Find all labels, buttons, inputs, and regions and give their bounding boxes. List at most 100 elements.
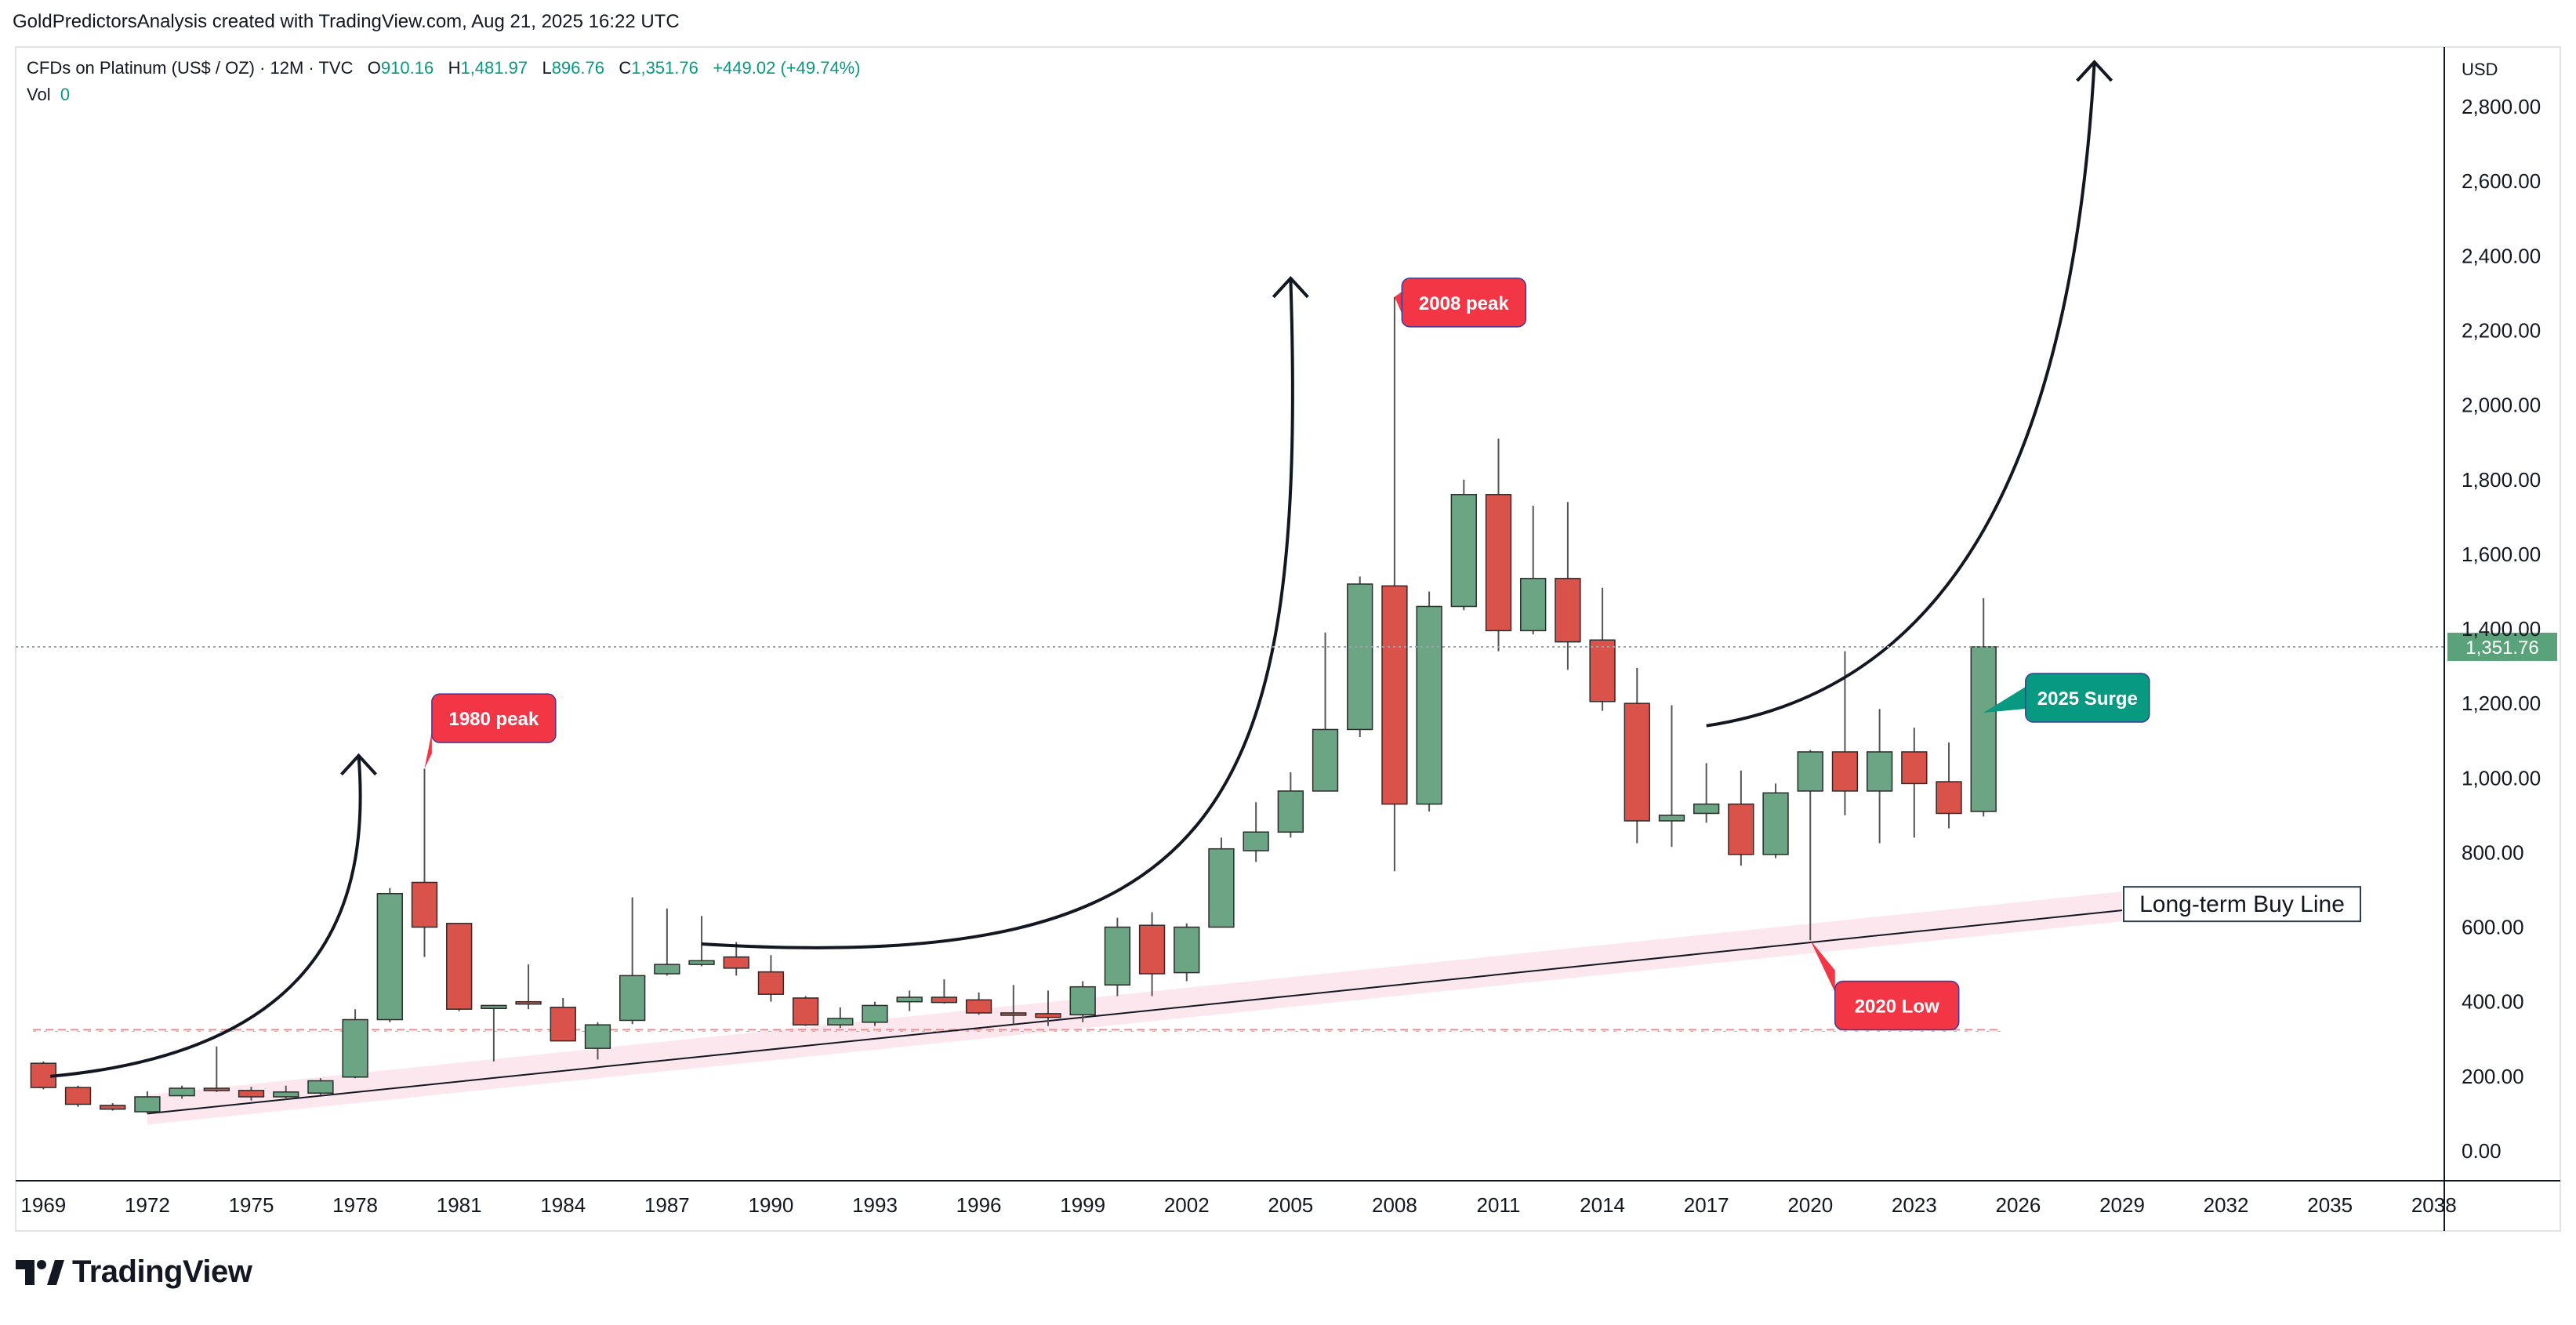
candle-body xyxy=(1624,702,1650,822)
projection-arrow xyxy=(701,278,1294,949)
candle xyxy=(100,1103,126,1111)
candle-body xyxy=(1416,605,1442,805)
time-tick-label: 1978 xyxy=(332,1193,378,1217)
candle-body xyxy=(827,1018,854,1026)
candle xyxy=(827,1007,854,1028)
tradingview-logo[interactable]: TradingView xyxy=(16,1254,252,1290)
candles xyxy=(30,296,1997,1114)
price-tick-label: 400.00 xyxy=(2462,990,2524,1014)
callout-label: 2008 peak xyxy=(1419,293,1509,314)
candle-body xyxy=(688,960,715,965)
candle xyxy=(411,768,438,957)
candle xyxy=(1658,705,1685,848)
candle-body xyxy=(931,996,958,1004)
candle-body xyxy=(654,964,680,975)
arrow-head xyxy=(340,753,377,776)
buy-line-label: Long-term Buy Line xyxy=(2139,891,2345,917)
time-tick-label: 2014 xyxy=(1580,1193,1625,1217)
candle-body xyxy=(965,999,992,1014)
candle-body xyxy=(1693,803,1720,815)
price-tick-label: 0.00 xyxy=(2462,1139,2502,1163)
candle-body xyxy=(203,1087,230,1091)
callout-label: 1980 peak xyxy=(448,709,539,730)
candle-body xyxy=(1312,728,1339,792)
time-tick-label: 2011 xyxy=(1477,1193,1521,1217)
time-tick-label: 1993 xyxy=(852,1193,898,1217)
time-tick-label: 2029 xyxy=(2099,1193,2145,1217)
candle xyxy=(64,1085,92,1107)
candle-body xyxy=(1000,1012,1027,1016)
trend-band xyxy=(147,891,2122,1125)
time-tick-label: 2017 xyxy=(1684,1193,1729,1217)
candle-body xyxy=(1866,751,1893,792)
candle-body xyxy=(134,1096,161,1113)
price-tick-label: 2,400.00 xyxy=(2462,244,2541,267)
candle xyxy=(1936,742,1962,829)
time-tick-label: 2023 xyxy=(1892,1193,1937,1217)
candle xyxy=(134,1091,161,1114)
candle-body xyxy=(1762,792,1789,855)
price-tick-label: 1,800.00 xyxy=(2462,468,2541,492)
candle xyxy=(1485,438,1512,652)
time-tick-label: 2035 xyxy=(2307,1193,2353,1217)
open-label: O xyxy=(367,58,381,78)
candle-body xyxy=(1138,924,1166,975)
candle xyxy=(1277,772,1304,838)
candle-body xyxy=(1485,494,1512,632)
callout-pointer xyxy=(1810,940,1835,993)
candle-body xyxy=(1797,751,1823,792)
callout: 1980 peak xyxy=(424,693,557,769)
candle xyxy=(342,1009,368,1079)
candle xyxy=(1069,981,1096,1022)
high-value: 1,481.97 xyxy=(460,58,528,78)
currency-label: USD xyxy=(2462,60,2498,79)
buy-line xyxy=(147,909,2123,1115)
candle-body xyxy=(1450,494,1477,608)
candle xyxy=(238,1087,265,1101)
candle xyxy=(1000,985,1027,1025)
candle-body xyxy=(723,956,749,969)
candle xyxy=(446,923,473,1011)
buy-line-label-box xyxy=(2122,886,2361,923)
candle-body xyxy=(1936,781,1962,815)
candle xyxy=(1035,990,1061,1026)
candle-body xyxy=(1728,803,1754,855)
time-tick-label: 2008 xyxy=(1372,1193,1417,1217)
callout-box xyxy=(1834,980,1960,1031)
candle xyxy=(723,942,749,976)
symbol-legend: CFDs on Platinum (US$ / OZ) · 12M · TVC … xyxy=(27,55,861,108)
time-axis[interactable]: 1969 1972 1975 1978 1981 1984 1987 1990 1993 1996… xyxy=(20,1193,2456,1217)
price-tick-label: 800.00 xyxy=(2462,840,2524,864)
candle-body xyxy=(1347,583,1373,731)
candle xyxy=(965,992,992,1015)
current-price-line: 1,351.76 xyxy=(16,632,2557,661)
candle xyxy=(203,1046,230,1092)
candle-body xyxy=(1555,578,1581,643)
candle xyxy=(481,1004,507,1062)
candle xyxy=(757,955,785,1002)
candle xyxy=(931,979,958,1004)
candle xyxy=(1831,651,1859,815)
callout-pointer xyxy=(424,731,432,769)
candle xyxy=(1520,506,1547,635)
ohlc-row: CFDs on Platinum (US$ / OZ) · 12M · TVC … xyxy=(27,55,861,82)
candle-body xyxy=(1174,926,1200,974)
candle-body xyxy=(169,1087,195,1097)
candle xyxy=(619,897,646,1025)
candle xyxy=(1381,296,1408,872)
candle xyxy=(1450,479,1477,611)
candle-body xyxy=(862,1004,888,1023)
price-axis[interactable]: USD 0.00 200.00 400.00 600.00 800.00 1,000.00 1… xyxy=(2462,60,2541,1163)
tradingview-brand: TradingView xyxy=(72,1254,252,1289)
candle-body xyxy=(1243,831,1269,851)
price-tick-label: 1,200.00 xyxy=(2462,692,2541,715)
candle-body xyxy=(64,1087,92,1105)
symbol-title[interactable]: CFDs on Platinum (US$ / OZ) · 12M · TVC xyxy=(27,58,354,78)
candle-body xyxy=(1035,1013,1061,1018)
trend-line[interactable]: Long-term Buy Line xyxy=(147,886,2361,1115)
price-tick-label: 1,400.00 xyxy=(2462,617,2541,641)
candle xyxy=(1243,802,1269,862)
candle-body xyxy=(238,1090,265,1098)
projection-arrows xyxy=(50,60,2113,1078)
